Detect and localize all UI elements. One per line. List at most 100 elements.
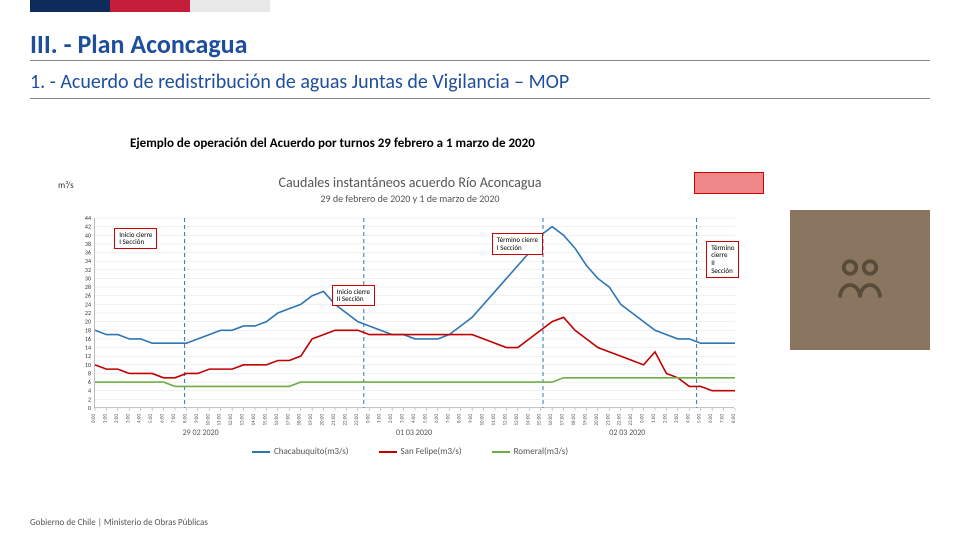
svg-text:2:00: 2:00 [388, 414, 394, 423]
svg-text:8: 8 [88, 369, 91, 377]
svg-text:5:00: 5:00 [148, 414, 154, 423]
plot-area: 0246810121416182022242628303234363840424… [94, 218, 734, 408]
svg-text:3:00: 3:00 [400, 414, 406, 423]
svg-text:38: 38 [85, 240, 91, 248]
svg-text:12:00: 12:00 [502, 414, 508, 426]
svg-text:1:00: 1:00 [377, 414, 383, 423]
page-subtitle: 1. - Acuerdo de redistribución de aguas … [30, 70, 569, 94]
svg-text:16:00: 16:00 [274, 414, 280, 426]
svg-text:5:00: 5:00 [697, 414, 703, 423]
svg-text:34: 34 [85, 257, 91, 265]
svg-text:11:00: 11:00 [491, 414, 497, 426]
svg-text:16: 16 [85, 335, 91, 343]
svg-text:8:00: 8:00 [182, 414, 188, 423]
annotation: Término cierreI Sección [492, 233, 543, 254]
svg-text:10:00: 10:00 [205, 414, 211, 426]
svg-text:17:00: 17:00 [285, 414, 291, 426]
svg-text:2:00: 2:00 [114, 414, 120, 423]
legend-item: Chacabuquito(m3/s) [252, 446, 349, 457]
svg-text:4:00: 4:00 [411, 414, 417, 423]
svg-text:20: 20 [85, 318, 91, 326]
svg-text:20:00: 20:00 [320, 414, 326, 426]
svg-text:28: 28 [85, 283, 91, 291]
flow-chart: Caudales instantáneos acuerdo Río Aconca… [50, 170, 770, 470]
svg-text:44: 44 [85, 214, 91, 222]
svg-text:6:00: 6:00 [160, 414, 166, 423]
svg-text:6:00: 6:00 [708, 414, 714, 423]
y-axis-label: m³/s [58, 180, 74, 191]
svg-text:0:00: 0:00 [640, 414, 646, 423]
svg-text:19:00: 19:00 [582, 414, 588, 426]
svg-text:24: 24 [85, 300, 91, 308]
svg-text:12: 12 [85, 352, 91, 360]
svg-text:21:00: 21:00 [331, 414, 337, 426]
svg-text:0:00: 0:00 [91, 414, 97, 423]
svg-text:6: 6 [88, 378, 91, 386]
svg-text:3:00: 3:00 [674, 414, 680, 423]
field-photo [790, 210, 930, 350]
svg-text:0: 0 [88, 404, 91, 412]
svg-text:18:00: 18:00 [297, 414, 303, 426]
svg-text:12:00: 12:00 [228, 414, 234, 426]
svg-text:5:00: 5:00 [422, 414, 428, 423]
legend-item: San Felipe(m3/s) [379, 446, 462, 457]
header-stripe [30, 0, 270, 12]
x-axis-dates: 29 02 202001 03 202002 03 2020 [94, 428, 734, 438]
svg-text:10:00: 10:00 [480, 414, 486, 426]
svg-text:22: 22 [85, 309, 91, 317]
svg-text:4:00: 4:00 [685, 414, 691, 423]
svg-text:9:00: 9:00 [194, 414, 200, 423]
svg-text:4:00: 4:00 [137, 414, 143, 423]
svg-text:3:00: 3:00 [125, 414, 131, 423]
svg-text:14:00: 14:00 [251, 414, 257, 426]
annotation: TérminocierreII Sección [706, 241, 739, 278]
annotation: Inicio cierreI Sección [114, 228, 157, 249]
svg-text:0:00: 0:00 [365, 414, 371, 423]
svg-text:15:00: 15:00 [537, 414, 543, 426]
svg-text:22:00: 22:00 [617, 414, 623, 426]
svg-text:19:00: 19:00 [308, 414, 314, 426]
legend-item: Romeral(m3/s) [492, 446, 568, 457]
svg-text:13:00: 13:00 [514, 414, 520, 426]
page-title: III. - Plan Aconcagua [30, 28, 247, 60]
svg-text:1:00: 1:00 [651, 414, 657, 423]
svg-text:7:00: 7:00 [171, 414, 177, 423]
svg-text:26: 26 [85, 292, 91, 300]
svg-text:32: 32 [85, 266, 91, 274]
divider [30, 98, 930, 99]
page-footer: Gobierno de Chile | Ministerio de Obras … [30, 517, 208, 528]
svg-text:18:00: 18:00 [571, 414, 577, 426]
svg-text:18: 18 [85, 326, 91, 334]
svg-text:14: 14 [85, 344, 91, 352]
svg-text:42: 42 [85, 223, 91, 231]
svg-text:4: 4 [88, 387, 91, 395]
svg-text:10: 10 [85, 361, 91, 369]
divider [30, 60, 930, 61]
svg-text:21:00: 21:00 [605, 414, 611, 426]
svg-text:1:00: 1:00 [102, 414, 108, 423]
svg-text:15:00: 15:00 [262, 414, 268, 426]
svg-text:20:00: 20:00 [594, 414, 600, 426]
svg-text:7:00: 7:00 [445, 414, 451, 423]
svg-text:22:00: 22:00 [342, 414, 348, 426]
svg-text:23:00: 23:00 [354, 414, 360, 426]
svg-text:6:00: 6:00 [434, 414, 440, 423]
svg-text:8:00: 8:00 [457, 414, 463, 423]
svg-text:7:00: 7:00 [720, 414, 726, 423]
svg-text:2: 2 [88, 395, 91, 403]
chart-caption: Ejemplo de operación del Acuerdo por tur… [130, 136, 535, 151]
svg-text:23:00: 23:00 [628, 414, 634, 426]
chart-subtitle: 29 de febrero de 2020 y 1 de marzo de 20… [50, 192, 770, 205]
svg-text:30: 30 [85, 274, 91, 282]
chart-title: Caudales instantáneos acuerdo Río Aconca… [50, 174, 770, 191]
svg-text:17:00: 17:00 [560, 414, 566, 426]
svg-text:14:00: 14:00 [525, 414, 531, 426]
svg-text:11:00: 11:00 [217, 414, 223, 426]
svg-text:36: 36 [85, 249, 91, 257]
svg-text:9:00: 9:00 [468, 414, 474, 423]
svg-text:13:00: 13:00 [240, 414, 246, 426]
annotation: Inicio cierreII Sección [332, 285, 375, 306]
svg-text:16:00: 16:00 [548, 414, 554, 426]
svg-text:2:00: 2:00 [662, 414, 668, 423]
legend: Chacabuquito(m3/s) San Felipe(m3/s) Romera… [50, 446, 770, 457]
